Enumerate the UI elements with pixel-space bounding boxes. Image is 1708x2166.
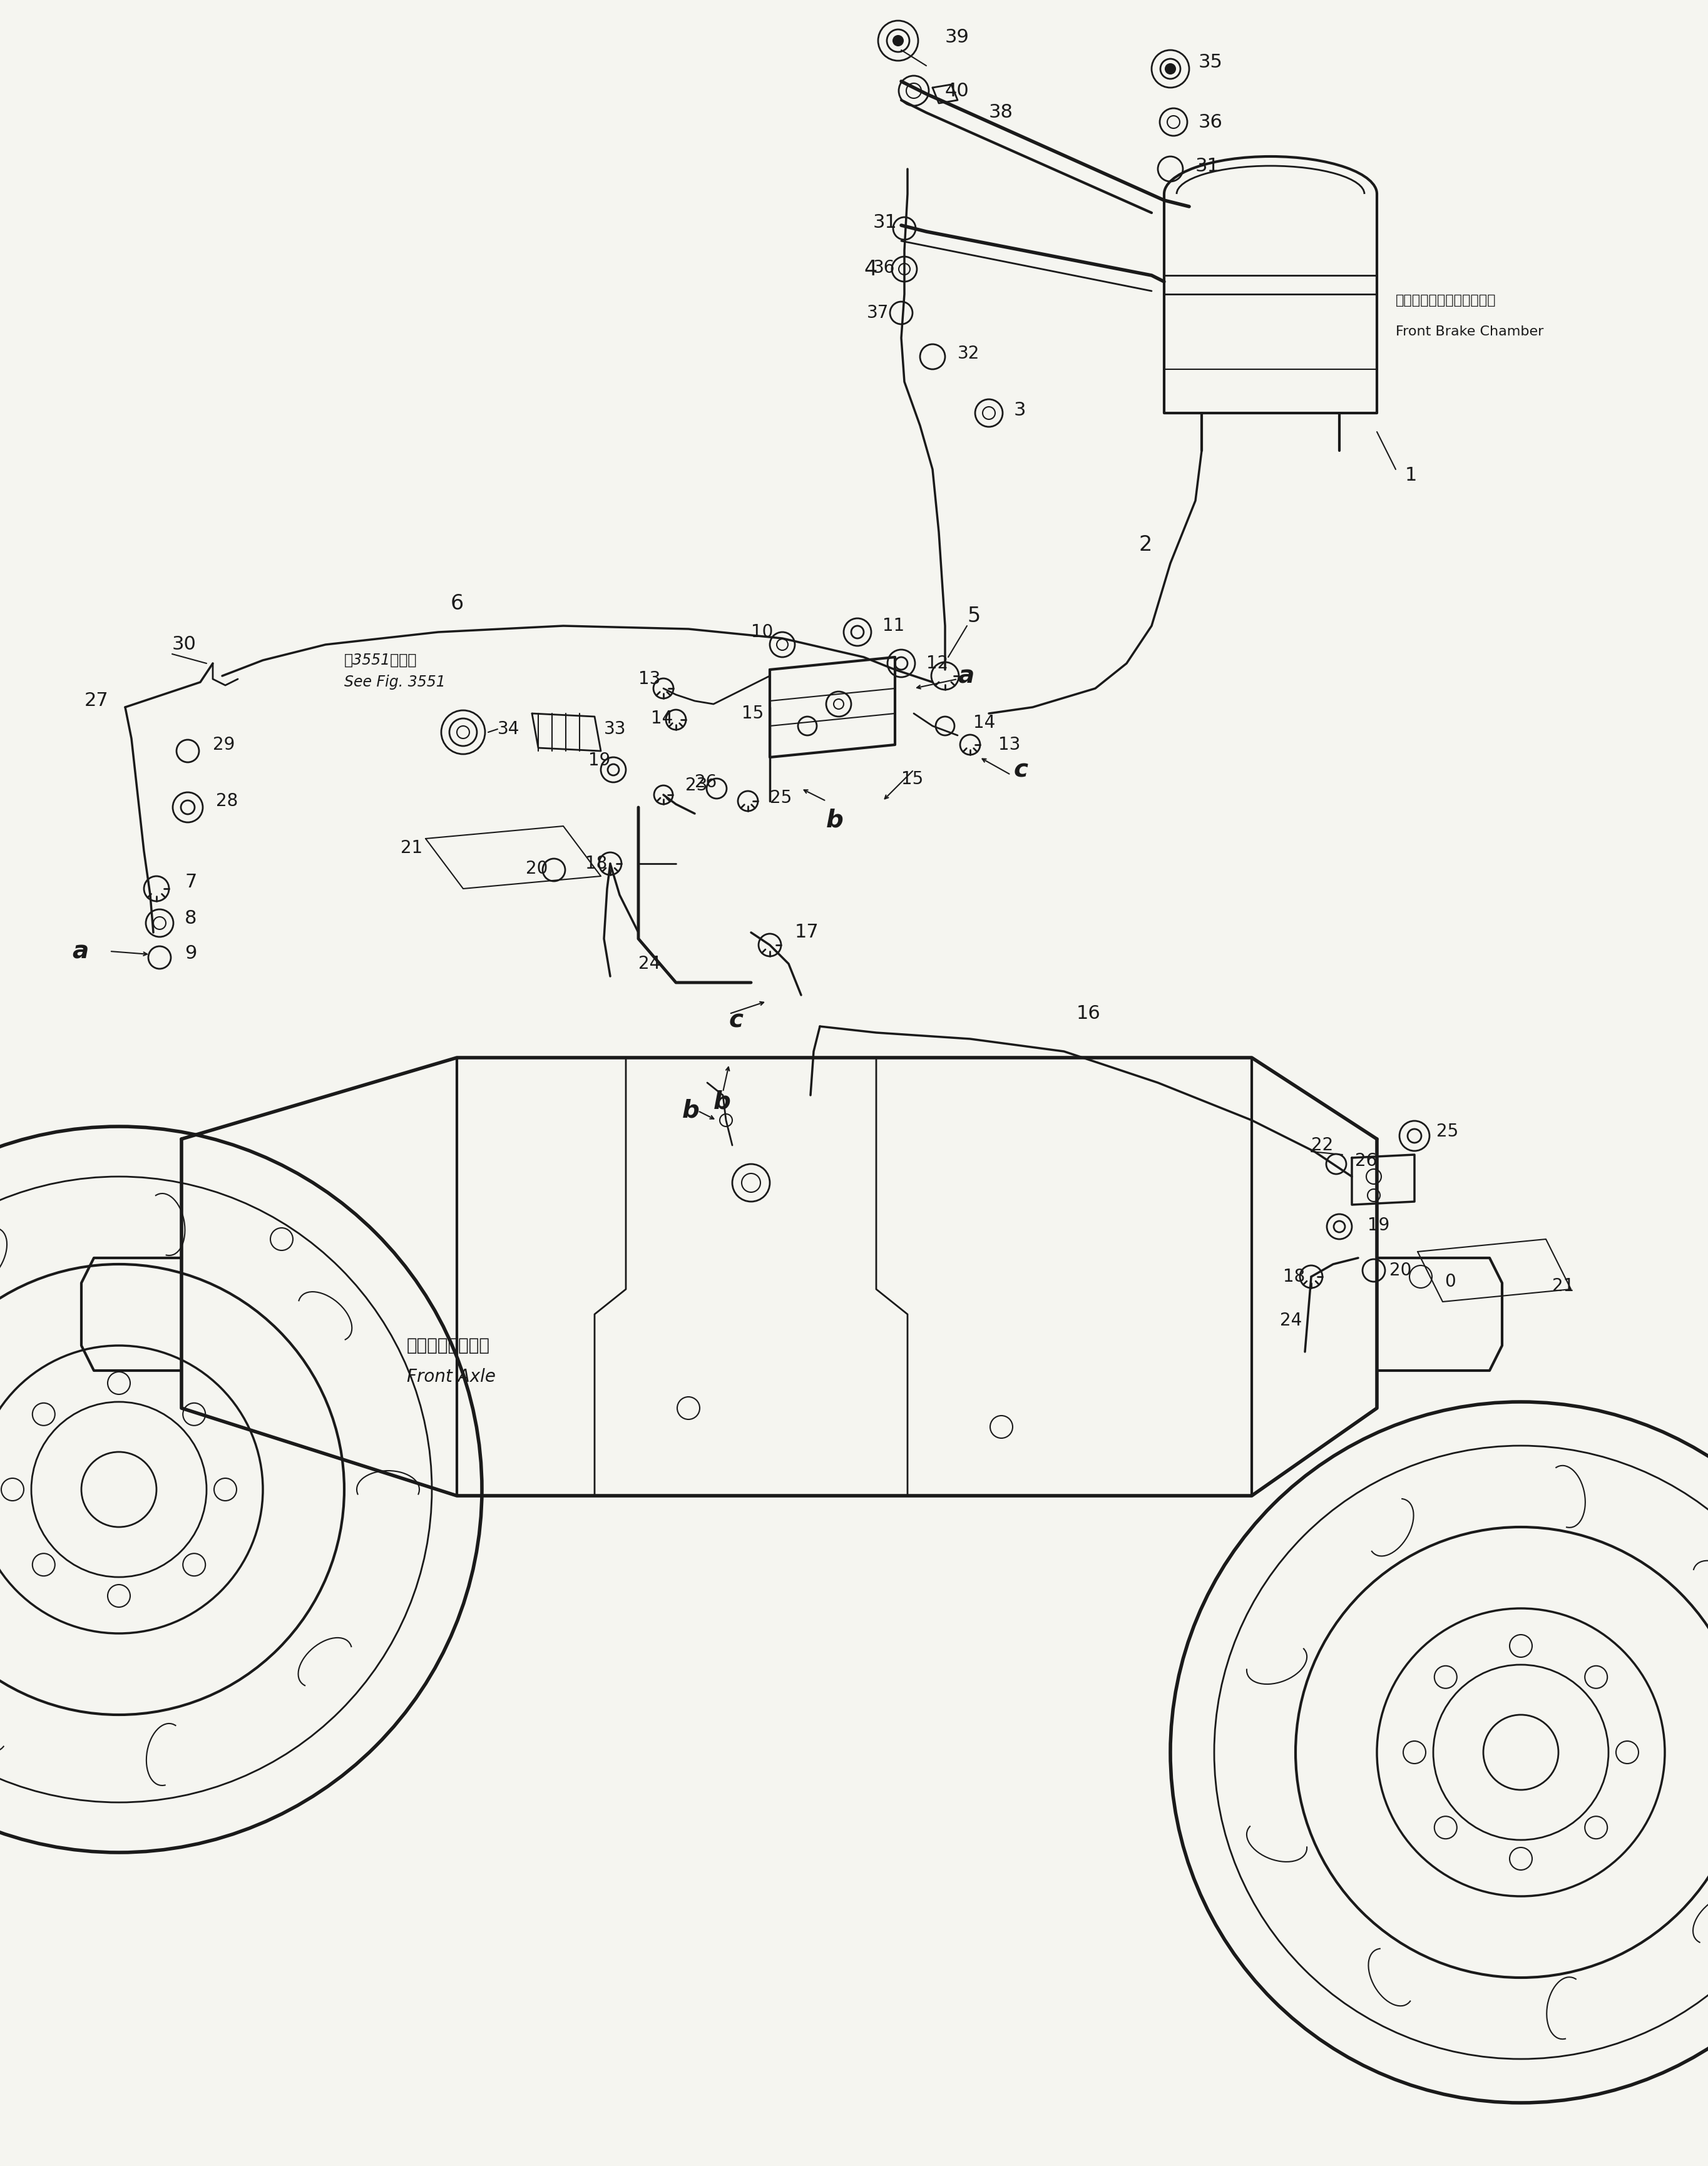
Text: 21: 21 bbox=[1553, 1278, 1575, 1295]
Text: 0: 0 bbox=[1445, 1274, 1455, 1291]
Text: 24: 24 bbox=[1279, 1313, 1301, 1330]
Text: 25: 25 bbox=[1436, 1122, 1459, 1139]
Text: 31: 31 bbox=[873, 212, 897, 232]
Text: フロントブレーキチャンバ: フロントブレーキチャンバ bbox=[1395, 295, 1496, 308]
Text: 3: 3 bbox=[1015, 401, 1027, 418]
Text: 36: 36 bbox=[1199, 113, 1223, 132]
Text: 40: 40 bbox=[945, 82, 970, 100]
Text: 7: 7 bbox=[184, 873, 196, 892]
Text: 39: 39 bbox=[945, 28, 970, 48]
Text: See Fig. 3551: See Fig. 3551 bbox=[345, 674, 446, 689]
Text: 11: 11 bbox=[883, 617, 905, 635]
Text: Front Brake Chamber: Front Brake Chamber bbox=[1395, 325, 1544, 338]
Text: 25: 25 bbox=[770, 788, 793, 806]
Text: b: b bbox=[714, 1089, 731, 1113]
Text: 24: 24 bbox=[639, 955, 661, 973]
Text: 5: 5 bbox=[967, 606, 980, 626]
Text: 17: 17 bbox=[794, 923, 820, 942]
Text: c: c bbox=[1015, 758, 1028, 782]
Text: c: c bbox=[729, 1007, 743, 1031]
Text: 31: 31 bbox=[1196, 156, 1220, 175]
Text: 35: 35 bbox=[1199, 54, 1223, 71]
Text: 30: 30 bbox=[173, 635, 196, 654]
Text: 34: 34 bbox=[497, 721, 519, 739]
Text: 32: 32 bbox=[958, 344, 980, 362]
Text: 29: 29 bbox=[214, 736, 236, 754]
Text: 14: 14 bbox=[651, 710, 673, 728]
Text: 14: 14 bbox=[974, 715, 996, 732]
Text: 22: 22 bbox=[1312, 1137, 1334, 1154]
Text: 18: 18 bbox=[1283, 1267, 1305, 1284]
Circle shape bbox=[893, 35, 904, 45]
Text: 15: 15 bbox=[902, 771, 924, 788]
Text: 19: 19 bbox=[588, 752, 610, 769]
Text: 36: 36 bbox=[873, 260, 895, 277]
Text: 37: 37 bbox=[868, 303, 888, 323]
Text: 10: 10 bbox=[752, 624, 774, 641]
Text: 15: 15 bbox=[741, 704, 763, 721]
Text: Front Axle: Front Axle bbox=[407, 1369, 495, 1386]
Text: 18: 18 bbox=[586, 856, 608, 873]
Text: 19: 19 bbox=[1368, 1217, 1390, 1235]
Text: a: a bbox=[72, 940, 89, 964]
Text: b: b bbox=[827, 808, 844, 832]
Circle shape bbox=[1165, 63, 1175, 74]
Text: 13: 13 bbox=[639, 669, 661, 689]
Text: 13: 13 bbox=[997, 736, 1020, 754]
Text: 38: 38 bbox=[989, 104, 1013, 121]
Text: 20: 20 bbox=[1389, 1261, 1411, 1280]
Text: a: a bbox=[958, 665, 974, 689]
Text: 第3551図参照: 第3551図参照 bbox=[345, 652, 417, 667]
Text: 20: 20 bbox=[526, 860, 548, 877]
Text: 33: 33 bbox=[605, 721, 627, 739]
Text: 2: 2 bbox=[1139, 535, 1153, 554]
Text: 27: 27 bbox=[84, 691, 109, 710]
Text: 6: 6 bbox=[451, 593, 465, 615]
Text: 9: 9 bbox=[184, 944, 196, 962]
Text: b: b bbox=[681, 1098, 700, 1122]
Text: フロントアクスル: フロントアクスル bbox=[407, 1336, 490, 1354]
Text: 16: 16 bbox=[1076, 1005, 1100, 1022]
Text: 8: 8 bbox=[184, 910, 196, 927]
Text: 26: 26 bbox=[695, 773, 717, 791]
Text: 1: 1 bbox=[1406, 466, 1418, 485]
Text: 4: 4 bbox=[864, 258, 876, 279]
Text: 21: 21 bbox=[401, 838, 422, 858]
Text: 23: 23 bbox=[685, 778, 707, 795]
Text: 28: 28 bbox=[215, 793, 237, 810]
Text: 26: 26 bbox=[1354, 1152, 1377, 1170]
Text: 12: 12 bbox=[926, 654, 948, 671]
